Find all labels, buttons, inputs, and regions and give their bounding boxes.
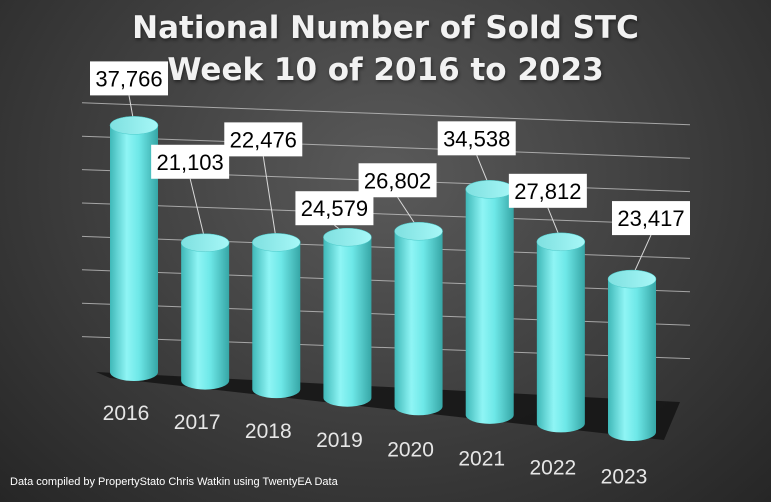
bar-2020 bbox=[394, 231, 443, 416]
chart-title-line-1: National Number of Sold STC bbox=[132, 10, 639, 46]
gridline bbox=[81, 302, 691, 326]
bar-2018 bbox=[252, 242, 301, 399]
x-axis-tick-labels: 2016 2017 2018 2019 2020 2021 2022 2023 bbox=[103, 402, 648, 489]
gridlines bbox=[81, 102, 691, 360]
bar-top-2017 bbox=[180, 233, 230, 253]
bar-2016 bbox=[110, 125, 158, 381]
tick-label-2017: 2017 bbox=[174, 411, 221, 434]
bar-top-2018 bbox=[252, 233, 301, 252]
data-label-2023: 23,417 bbox=[617, 206, 684, 231]
data-label-2016: 37,766 bbox=[95, 66, 162, 91]
tick-label-2018: 2018 bbox=[245, 420, 292, 443]
data-labels: 37,766 21,103 22,476 24,579 26,802 34,538 27,8… bbox=[90, 61, 690, 236]
data-label-box bbox=[224, 122, 303, 157]
bar-top-2016 bbox=[109, 116, 159, 135]
bar-top-2023 bbox=[607, 269, 657, 289]
bar-top-2019 bbox=[323, 227, 372, 247]
tick-label-2021: 2021 bbox=[458, 447, 505, 470]
data-label-2022: 27,812 bbox=[514, 179, 581, 204]
data-label-box bbox=[151, 144, 230, 179]
bar-2017 bbox=[181, 242, 230, 390]
data-label-2020: 26,802 bbox=[364, 168, 431, 193]
data-label-box bbox=[90, 61, 168, 96]
leader-line bbox=[262, 156, 277, 241]
tick-label-2016: 2016 bbox=[103, 402, 150, 425]
chart-title-line-2: Week 10 of 2016 to 2023 bbox=[167, 52, 604, 88]
leader-line bbox=[189, 178, 206, 241]
tick-label-2022: 2022 bbox=[529, 456, 576, 479]
tick-label-2020: 2020 bbox=[387, 438, 434, 461]
data-label-2019: 24,579 bbox=[301, 196, 368, 221]
data-label-2017: 21,103 bbox=[156, 150, 223, 175]
gridline bbox=[81, 269, 691, 293]
bar-2023 bbox=[608, 279, 656, 441]
data-label-2021: 34,538 bbox=[443, 126, 510, 151]
bar-top-2022 bbox=[536, 232, 586, 252]
data-label-box bbox=[612, 201, 690, 236]
gridline bbox=[81, 102, 691, 126]
data-label-box bbox=[508, 173, 587, 208]
gridline bbox=[81, 202, 691, 226]
tick-label-2019: 2019 bbox=[316, 429, 363, 452]
data-label-box bbox=[437, 121, 516, 156]
bar-2019 bbox=[323, 237, 372, 407]
bar-top-2021 bbox=[465, 180, 514, 199]
bar-2021 bbox=[465, 189, 514, 424]
source-footnote: Data compiled by PropertyStato Chris Wat… bbox=[10, 476, 338, 488]
gridline bbox=[81, 135, 691, 159]
floor-shadow bbox=[96, 372, 680, 440]
tick-label-2023: 2023 bbox=[601, 466, 648, 489]
bar-top-2020 bbox=[394, 222, 443, 241]
bar-2022 bbox=[536, 241, 585, 433]
chart-floor bbox=[96, 372, 680, 440]
gridline bbox=[81, 336, 691, 360]
data-label-box bbox=[358, 163, 437, 198]
gridline bbox=[81, 235, 691, 259]
data-label-2018: 22,476 bbox=[230, 127, 297, 152]
bars bbox=[109, 116, 657, 441]
